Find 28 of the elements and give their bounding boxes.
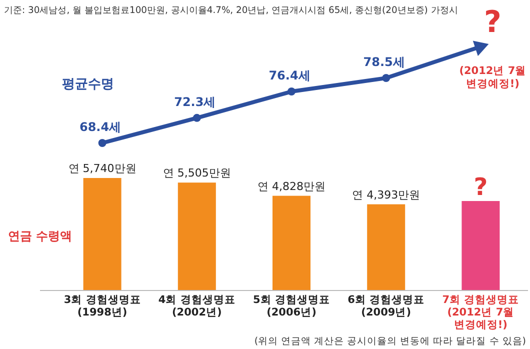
point (288, 88, 296, 96)
x-tick-label: 5회 경험생명표 (2006년) (253, 294, 330, 318)
data-label: 68.4세 (79, 120, 122, 134)
data-label: 연 4,393만원 (352, 188, 420, 202)
bar (367, 204, 406, 290)
text: ? (484, 5, 502, 40)
data-label: 78.5세 (363, 55, 405, 69)
x-tick-label: 6회 경험생명표 (2009년) (348, 294, 425, 318)
text: (위의 연금액 계산은 공시이율의 변동에 따라 달라질 수 있음) (254, 336, 526, 347)
text: 기준: 30세남성, 월 불입보험료100만원, 공시이율4.7%, 20년납, 연금개시시점 65세, 종신형(20년보증) 가정시 (4, 5, 458, 16)
series-label: 연금 수령액 (8, 229, 72, 243)
bar (178, 182, 216, 290)
annotation: (2012년 7월 변경예정!) (459, 65, 526, 90)
x-tick-label: 4회 경험생명표 (2002년) (158, 294, 236, 318)
point (192, 114, 201, 122)
x-tick-label: 7회 경험생명표 (2012년 7월 변경예정!) (442, 294, 520, 331)
bar (83, 178, 122, 290)
bar (272, 196, 310, 290)
data-label: 연 5,505만원 (162, 166, 231, 180)
text: 평균수명 (62, 77, 114, 92)
point (98, 139, 106, 147)
data-label: 72.3세 (174, 94, 216, 109)
x-tick-label: 3회 경험생명표 (1998년) (64, 294, 141, 318)
data-label: ? (474, 173, 488, 202)
data-label: 76.4세 (268, 68, 310, 83)
data-label: 연 5,740만원 (68, 162, 136, 175)
bar (462, 201, 500, 290)
data-label: 연 4,828만원 (258, 180, 326, 193)
